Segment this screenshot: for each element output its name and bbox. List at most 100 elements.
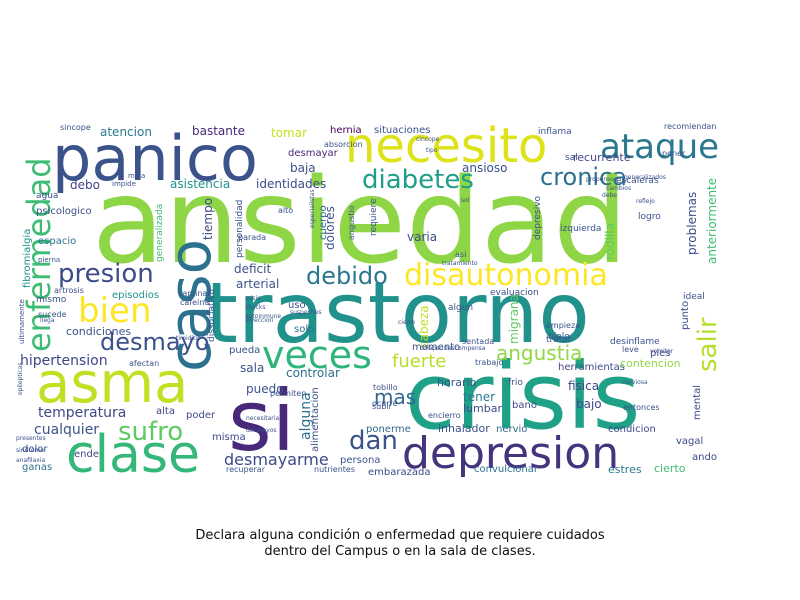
word-estres: estres (608, 463, 642, 476)
word-desinflame: desinflame (610, 337, 660, 347)
word-herramientas: herramientas (558, 362, 625, 373)
word-desmayar: desmayar (288, 148, 339, 159)
word-misma: misma (212, 432, 246, 443)
word-situaciones: situaciones (374, 125, 430, 136)
word-uso: uso (288, 300, 306, 311)
word-reflejo: reflejo (636, 198, 655, 205)
word-necesito: necesito (345, 118, 547, 174)
word-disautonomia: disautonomia (404, 258, 608, 293)
word-recuperar: recuperar (226, 465, 266, 474)
word-problemas: problemas (685, 192, 699, 255)
word-veces: veces (262, 333, 372, 377)
word-descompensa: descompensa (444, 345, 486, 352)
word-pies: pies (650, 348, 671, 359)
word-depresion: depresion (402, 428, 619, 479)
word-mas: mas (374, 385, 416, 409)
word-sucede: sucede (38, 310, 67, 319)
word-hernia: hernia (330, 125, 362, 136)
word-cronica: cronica (540, 163, 627, 191)
word-sindrome: sindrome (16, 447, 44, 454)
word-inyeccion: inyeccion (245, 317, 274, 324)
word-ponerme: ponerme (366, 424, 411, 435)
word-clase: clase (66, 425, 200, 485)
word-colapso: colapso (420, 345, 443, 352)
word-suspeches: suspeches (290, 309, 321, 316)
word-salir: salir (693, 317, 723, 372)
word-ultimamente: ultimamente (18, 299, 26, 344)
word-contencion: contencion (620, 357, 681, 370)
word-autoinmune: autoinmune (245, 313, 281, 320)
word-propenso: propenso (586, 176, 614, 183)
word-epilepticas: epilepticas (17, 363, 24, 395)
word-punto: punto (680, 301, 691, 330)
word-leve: leve (622, 345, 639, 354)
word-fibromialgia: fibromialgia (22, 229, 33, 288)
word-pueda: pueda (229, 345, 260, 356)
word-anteriormente: anteriormente (705, 178, 719, 264)
word-anafilaxia: anafilaxia (16, 457, 45, 464)
word-alto: alto (278, 206, 293, 215)
word-mental: mental (692, 385, 703, 420)
word-asi: asi (455, 250, 466, 259)
word-artrosis: artrosis (54, 286, 84, 295)
word-empieza: empieza (546, 321, 580, 330)
word-izquierda: izquierda (560, 224, 601, 234)
word-desmayo: desmayo (100, 328, 209, 356)
word-enfermedad: enfermedad (20, 157, 58, 352)
word-identidades: identidades (256, 177, 326, 191)
word-migrana: migrana (507, 294, 521, 344)
word-desmayos: desmayos (246, 427, 277, 434)
word-hipertension: hipertension (20, 353, 108, 369)
word-requiere: requiere (369, 198, 379, 236)
word-afectan: afectan (129, 359, 159, 368)
word-entonces: entonces (623, 403, 660, 412)
word-asistencia: asistencia (170, 177, 230, 191)
word-tomar: tomar (271, 126, 307, 140)
word-tipo: tipo (426, 147, 438, 154)
word-espacio: espacio (38, 236, 76, 247)
word-impide: impide (112, 180, 136, 188)
word-pierna: pierna (38, 256, 60, 264)
word-generalizada: generalizada (155, 204, 165, 262)
caption-line-2: dentro del Campus o en la sala de clases… (264, 544, 536, 559)
word-mismo: mismo (36, 295, 67, 305)
word-nerviosa: nerviosa (622, 379, 648, 386)
word-episodios: episodios (112, 290, 159, 301)
word-sol: sol (461, 197, 470, 204)
word-evaluacion: evaluacion (490, 288, 539, 298)
word-dan: dan (349, 426, 398, 456)
word-bano: bano (512, 400, 537, 411)
word-sentada: sentada (462, 337, 494, 346)
word-personalidad: personalidad (235, 200, 245, 258)
word-parada: parada (238, 233, 266, 242)
word-arterial: arterial (236, 277, 279, 291)
word-crisis: crisis (245, 295, 260, 302)
word-trastorno: trastorno (205, 264, 590, 362)
word-panico: panico (52, 122, 258, 195)
word-horario: horario (437, 376, 477, 389)
word-ende: ende (74, 449, 99, 460)
word-si: si (228, 372, 295, 470)
word-ansiedad: ansiedad (92, 152, 628, 290)
word-cafeina: cafeina (180, 298, 209, 307)
word-poder: poder (186, 410, 216, 421)
word-llega: llega (40, 317, 55, 324)
word-caso: caso (156, 239, 224, 372)
word-tiroiditis: tiroiditis (176, 335, 200, 342)
word-vomitar: vomitar (650, 348, 674, 355)
word-fisica: fisica (568, 379, 599, 393)
word-ansioso: ansioso (462, 161, 507, 175)
word-shocks: shocks (245, 304, 266, 311)
word-tratar: tratar (546, 335, 572, 345)
word-agua: agua (36, 191, 58, 201)
word-sufro: sufro (118, 417, 183, 447)
wordcloud-background (18, 120, 708, 480)
word-controlar: controlar (286, 366, 340, 380)
word-nutrientes: nutrientes (314, 465, 355, 474)
word-mala: mala (128, 172, 145, 180)
word-convulcionar: convulcionar (474, 464, 539, 475)
word-fuerte: fuerte (392, 351, 446, 372)
word-permiten: permiten (270, 389, 306, 398)
